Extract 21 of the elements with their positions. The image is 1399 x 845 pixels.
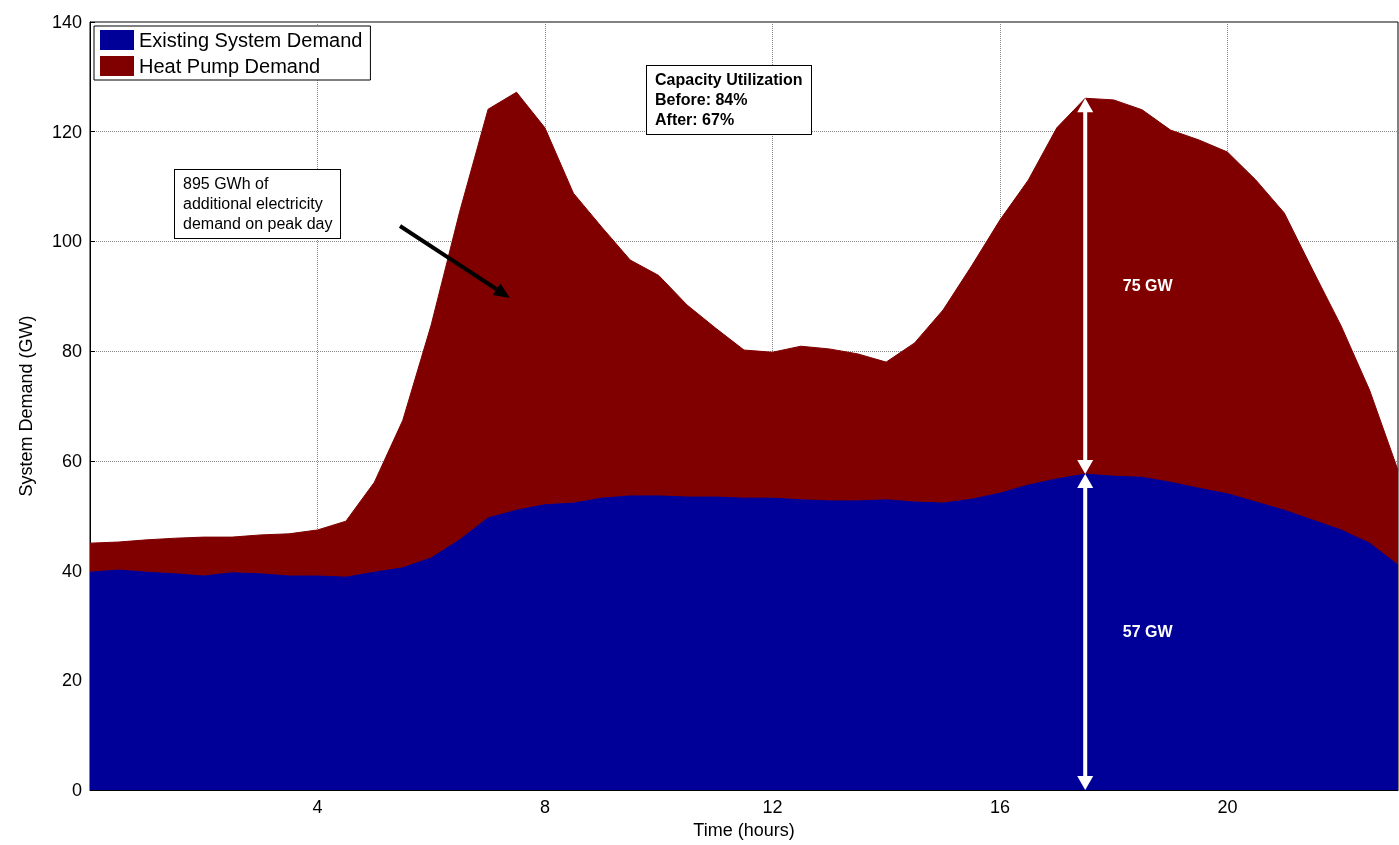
annotation: 57 GW [1122,623,1173,641]
y-tick-label: 120 [51,121,82,142]
x-tick-label: 16 [989,797,1010,817]
x-tick-label: 8 [539,797,550,817]
y-axis-title: System Demand (GW) [16,315,36,497]
annotation: 895 GWh of additional electricity demand on peak day [174,169,342,239]
y-tick-label: 140 [51,12,82,32]
y-tick-label: 60 [61,450,82,471]
y-tick-label: 100 [51,231,82,252]
legend-label: Heat Pump Demand [139,55,321,77]
x-tick-label: 4 [312,797,323,817]
x-tick-label: 12 [762,797,783,817]
y-tick-label: 0 [71,780,82,800]
y-tick-label: 80 [61,341,82,362]
x-axis-title: Time (hours) [693,819,795,840]
legend-label: Existing System Demand [139,29,363,51]
y-tick-label: 40 [61,560,82,581]
x-tick-label: 20 [1217,797,1238,817]
annotation: 75 GW [1122,277,1173,296]
annotation: Capacity Utilization Before: 84% After: 67% [646,65,812,135]
y-tick-label: 20 [61,670,82,691]
